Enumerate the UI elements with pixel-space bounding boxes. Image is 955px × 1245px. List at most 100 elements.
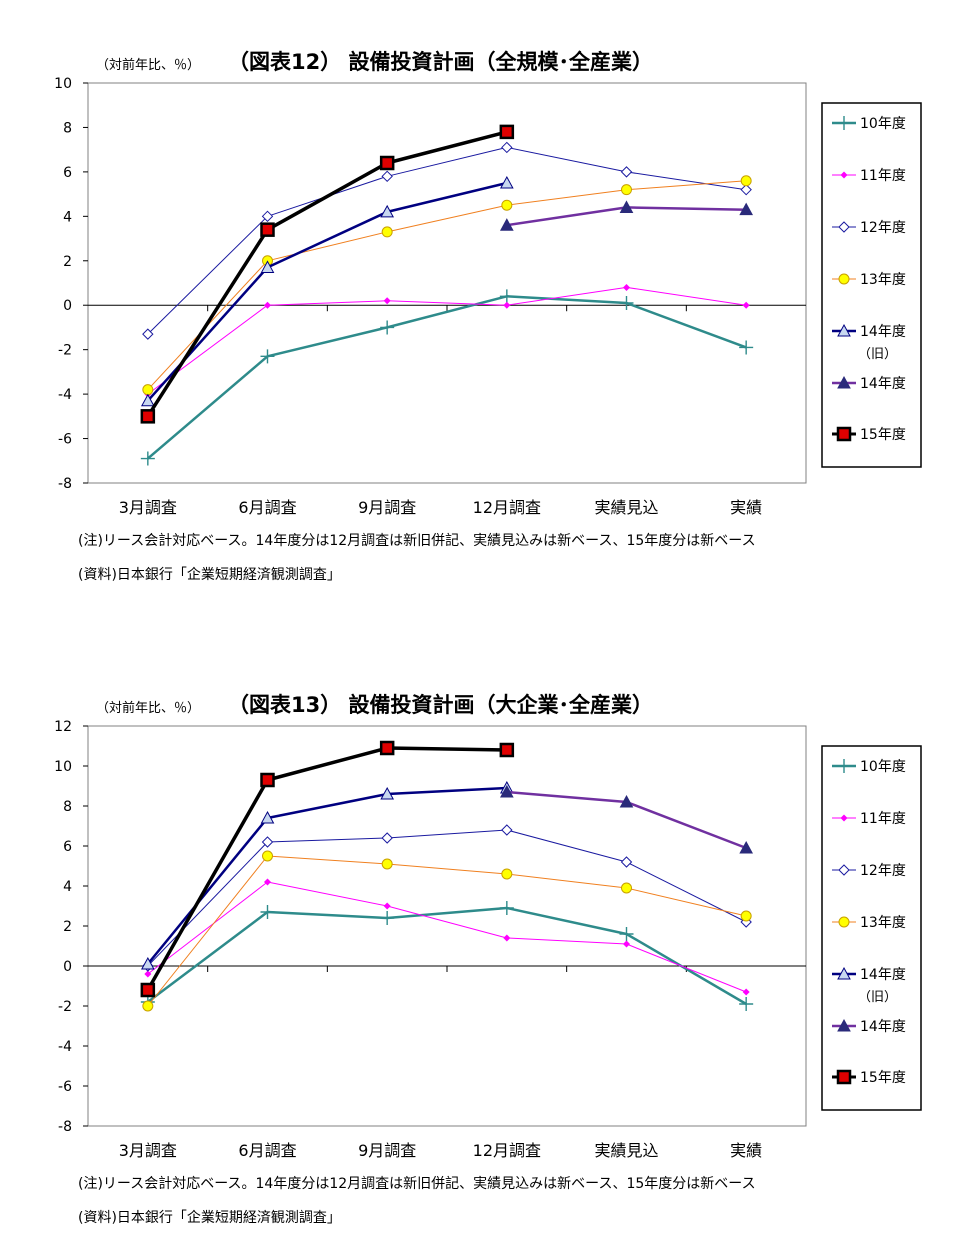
- y-tick-label: -8: [58, 1119, 72, 1135]
- y-tick-label: -2: [58, 343, 72, 359]
- legend-label: 10年度: [860, 116, 906, 132]
- plot-area: [87, 82, 807, 484]
- series-point-marker: [619, 200, 634, 213]
- legend-marker: [836, 1069, 852, 1085]
- series-point-marker: [381, 858, 393, 870]
- series-point-marker: [140, 451, 155, 466]
- x-tick-label: 12月調査: [473, 1141, 541, 1160]
- legend-marker: [837, 375, 851, 389]
- series-point-marker: [383, 902, 391, 910]
- y-tick-label: 2: [63, 254, 72, 270]
- series-line: [147, 881, 747, 993]
- series-point-marker: [619, 296, 634, 310]
- y-tick-label: 4: [63, 879, 72, 895]
- legend-label: 15年度: [860, 427, 906, 443]
- series-point-marker: [742, 988, 750, 996]
- series-point-marker: [739, 202, 754, 216]
- legend-label: 12年度: [860, 220, 906, 236]
- chart-source: (資料)日本銀行「企業短期経済観測調査」: [78, 1210, 341, 1226]
- y-tick-label: -4: [58, 387, 72, 403]
- legend-sublabel: （旧）: [858, 990, 897, 1005]
- series-point-marker: [140, 956, 155, 970]
- chart-panel-12: （対前年比、％） （図表12） 設備投資計画（全規模･全産業） -8 -6 -4 -2 0 2…: [0, 0, 955, 600]
- legend-marker: [838, 916, 850, 928]
- series-point-marker: [380, 911, 395, 925]
- series-point-marker: [260, 772, 275, 788]
- series-4: [140, 175, 514, 407]
- series-point-marker: [260, 260, 275, 273]
- series-point-marker: [380, 204, 395, 218]
- series-point-marker: [499, 742, 515, 758]
- series-point-marker: [499, 901, 514, 915]
- series-0: [140, 901, 754, 1011]
- legend-label: 13年度: [860, 915, 906, 931]
- legend-label: 11年度: [860, 168, 906, 184]
- legend-label: 14年度: [860, 324, 906, 340]
- series-line: [147, 906, 747, 1006]
- series-point-marker: [740, 183, 752, 196]
- series-line: [146, 130, 508, 418]
- series-point-marker: [380, 786, 395, 800]
- series-3: [142, 850, 752, 1012]
- x-tick-label: 実績見込: [594, 1141, 658, 1160]
- series-point-marker: [140, 409, 156, 424]
- series-point-marker: [503, 934, 511, 942]
- series-5: [499, 200, 754, 231]
- y-tick-label: 6: [63, 839, 72, 855]
- y-tick-label: -6: [58, 1079, 72, 1095]
- y-tick-label: -4: [58, 1039, 72, 1055]
- x-tick-label: 実績見込: [594, 498, 658, 517]
- series-point-marker: [142, 384, 154, 396]
- legend-marker: [836, 426, 852, 442]
- chart-source: (資料)日本銀行「企業短期経済観測調査」: [78, 567, 341, 583]
- chart-title: （図表13） 設備投資計画（大企業･全産業）: [228, 693, 653, 717]
- y-tick-label: 10: [54, 76, 72, 92]
- legend-box: [821, 102, 922, 468]
- series-point-marker: [501, 824, 513, 836]
- series-point-marker: [623, 940, 630, 948]
- series-point-marker: [381, 832, 393, 844]
- series-point-marker: [621, 184, 632, 196]
- series-point-marker: [499, 218, 514, 231]
- chart-note: (注)リース会計対応ベース。14年度分は12月調査は新旧併記、実績見込みは新ベー…: [78, 1176, 756, 1192]
- legend-marker: [837, 966, 851, 980]
- chart-unit-label: （対前年比、％）: [96, 700, 200, 716]
- series-6: [140, 740, 515, 998]
- chart-note: (注)リース会計対応ベース。14年度分は12月調査は新旧併記、実績見込みは新ベー…: [78, 533, 756, 549]
- legend: 10年度 11年度 12年度 13年度 14年度 （旧） 14年度 15年度: [821, 102, 922, 468]
- series-point-marker: [260, 810, 275, 824]
- legend-label: 12年度: [860, 863, 906, 879]
- plot-area: [87, 725, 807, 1127]
- series-point-marker: [264, 301, 271, 309]
- legend-marker: [840, 814, 848, 822]
- legend-label: 14年度: [860, 376, 906, 392]
- legend-marker: [838, 273, 850, 285]
- series-point-marker: [501, 868, 513, 880]
- y-tick-label: -2: [58, 999, 72, 1015]
- series-line: [146, 746, 507, 991]
- legend-marker: [840, 171, 848, 179]
- legend-box: [821, 745, 922, 1111]
- series-point-marker: [262, 850, 273, 862]
- series-line: [146, 786, 507, 965]
- legend-label: 14年度: [860, 1019, 906, 1035]
- series-point-marker: [379, 740, 395, 756]
- legend-label: 10年度: [860, 759, 906, 775]
- legend-sublabel: （旧）: [858, 347, 897, 362]
- series-point-marker: [740, 910, 752, 922]
- chart-panel-13: （対前年比、％） （図表13） 設備投資計画（大企業･全産業） -8 -6 -4 -2 0 2…: [0, 643, 955, 1243]
- legend-marker: [837, 1018, 851, 1032]
- series-point-marker: [381, 170, 393, 183]
- series-point-marker: [379, 155, 395, 171]
- series-point-marker: [739, 840, 754, 854]
- x-tick-label: 6月調査: [238, 1141, 296, 1160]
- series-5: [499, 784, 754, 854]
- y-tick-label: 8: [63, 120, 72, 136]
- series-point-marker: [142, 328, 154, 340]
- series-line: [147, 146, 747, 335]
- y-tick-label: 10: [54, 759, 72, 775]
- series-point-marker: [501, 199, 513, 211]
- series-point-marker: [499, 289, 514, 304]
- series-point-marker: [140, 393, 155, 407]
- x-tick-label: 実績: [730, 1141, 762, 1160]
